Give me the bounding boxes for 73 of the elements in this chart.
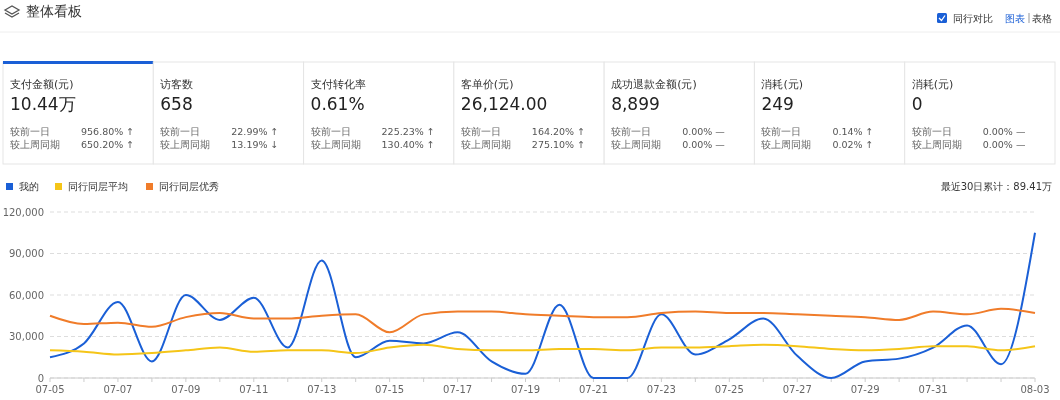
category-label: 支付金额(元) (10, 78, 74, 91)
category-label: 消耗(元) (761, 78, 804, 91)
x-tick-label: 07-11 (239, 384, 269, 395)
text: 956.80% ↑ (81, 126, 135, 137)
text: 较上周同期 (761, 139, 812, 150)
text: 10.44万 (10, 94, 76, 114)
text: 较上周同期 (160, 139, 211, 150)
y-tick-label: 60,000 (9, 289, 44, 301)
text: 0.00% — (682, 126, 726, 137)
text: 较前一日 (460, 126, 501, 137)
line-series (49, 307, 1036, 334)
y-tick-label: 90,000 (9, 248, 44, 259)
x-tick-label: 07-17 (443, 384, 473, 395)
category-label: 客单价(元) (460, 78, 514, 91)
x-tick-label: 07-09 (171, 384, 201, 395)
line-series (49, 343, 1036, 356)
text: 较前一日 (761, 126, 802, 137)
text: 0.61% (310, 94, 365, 114)
text: 较前一日 (611, 126, 652, 137)
x-tick-label: 07-07 (103, 384, 133, 395)
x-tick-label: 07-27 (782, 384, 812, 395)
text: 整体看板 (26, 3, 82, 19)
text: 图表 (1005, 13, 1025, 24)
x-tick-label: 07-05 (35, 384, 65, 395)
text: 0.00% — (982, 126, 1026, 137)
text: 较上周同期 (310, 139, 361, 150)
text: 0 (911, 94, 923, 114)
text: 较上周同期 (460, 139, 511, 150)
x-tick-label: 07-31 (918, 384, 948, 395)
y-tick-label: 30,000 (9, 331, 44, 342)
text: 658 (160, 94, 193, 114)
text: 同行对比 (953, 13, 993, 24)
line-series (49, 231, 1036, 379)
text: 22.99% ↑ (231, 126, 279, 137)
category-label: 访客数 (160, 78, 194, 91)
x-tick-label: 08-03 (1020, 384, 1050, 395)
category-label: 消耗(元) (911, 78, 954, 91)
text: 较上周同期 (911, 139, 962, 150)
x-tick-label: 07-25 (714, 384, 744, 395)
text: 0.00% — (982, 139, 1026, 150)
x-tick-label: 07-19 (510, 384, 541, 395)
text: 较上周同期 (10, 139, 60, 150)
category-label: 成功退款金额(元) (611, 78, 697, 91)
x-tick-label: 07-29 (850, 384, 880, 395)
text: 0.02% ↑ (832, 139, 874, 150)
text: 0.14% ↑ (832, 126, 874, 137)
legend-label: 我的 (19, 181, 39, 192)
text: 275.10% ↑ (531, 139, 586, 150)
y-tick-label: 0 (37, 372, 44, 384)
legend-label: 同行同层优秀 (159, 181, 219, 192)
text: 较上周同期 (611, 139, 662, 150)
text: 164.20% ↑ (531, 126, 586, 137)
text: 130.40% ↑ (381, 139, 435, 150)
text: 26,124.00 (460, 94, 548, 114)
text: 225.23% ↑ (381, 126, 435, 137)
text: 较前一日 (160, 126, 201, 137)
x-tick-label: 07-23 (646, 384, 676, 395)
text: 较前一日 (310, 126, 351, 137)
text: 13.19% ↓ (231, 139, 279, 150)
x-tick-label: 07-13 (307, 384, 337, 395)
legend-label: 同行同层平均 (68, 181, 128, 192)
text: 较前一日 (911, 126, 952, 137)
text: 650.20% ↑ (81, 139, 135, 150)
x-tick-label: 07-15 (375, 384, 405, 395)
y-tick-label: 120,000 (2, 206, 44, 218)
text: 249 (761, 94, 794, 114)
x-tick-label: 07-21 (578, 384, 608, 395)
text: 表格 (1032, 13, 1052, 24)
text: 较前一日 (10, 126, 50, 137)
category-label: 支付转化率 (310, 78, 366, 91)
text: 最近30日累计：89.41万 (940, 181, 1052, 192)
text: 0.00% — (682, 139, 726, 150)
text: 8,899 (611, 94, 660, 114)
